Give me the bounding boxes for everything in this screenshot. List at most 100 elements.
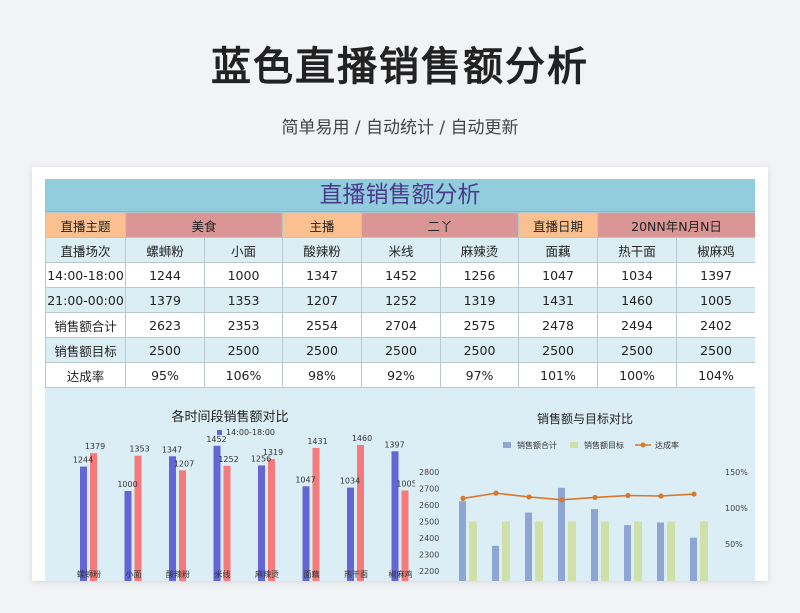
table-row: 14:00-18:00 1244 1000 1347 1452 1256 104… [45, 262, 755, 288]
data-label: 1347 [162, 445, 182, 454]
table-cell[interactable]: 1319 [440, 287, 520, 313]
table-cell[interactable]: 2500 [125, 337, 205, 363]
line-point [493, 490, 499, 496]
table-cell[interactable]: 2500 [203, 337, 284, 363]
data-label: 1244 [73, 456, 93, 465]
tick-label: 椒麻鸡 [389, 569, 413, 579]
bar [624, 525, 631, 581]
host-label: 主播 [282, 212, 363, 238]
table-cell[interactable]: 1244 [125, 262, 205, 288]
table-cell[interactable]: 2500 [518, 337, 599, 363]
bar [657, 522, 664, 581]
tick-label: 2300 [419, 551, 439, 560]
column-header: 酸辣粉 [282, 237, 363, 263]
data-label: 1452 [206, 435, 226, 444]
tick-label: 50% [725, 540, 743, 549]
line-point [559, 497, 565, 503]
table-cell[interactable]: 98% [282, 362, 363, 388]
table-cell[interactable]: 1347 [282, 262, 363, 288]
table-cell[interactable]: 1000 [203, 262, 284, 288]
table-cell[interactable]: 2478 [518, 312, 599, 338]
data-label: 1000 [117, 480, 137, 489]
table-cell[interactable]: 1207 [282, 287, 363, 313]
bar [601, 521, 609, 581]
tick-label: 100% [725, 504, 748, 513]
table-cell[interactable]: 1252 [361, 287, 442, 313]
bar [568, 521, 576, 581]
data-label: 1431 [307, 437, 327, 446]
data-label: 1252 [218, 455, 238, 464]
table-cell[interactable]: 1452 [361, 262, 442, 288]
line-point [658, 493, 664, 499]
bar [268, 459, 275, 581]
data-label: 1207 [174, 459, 194, 468]
bar [213, 445, 221, 581]
table-cell[interactable]: 2575 [440, 312, 520, 338]
bar [558, 487, 565, 581]
table-cell[interactable]: 1034 [597, 262, 678, 288]
legend-marker [640, 442, 646, 448]
bar [667, 521, 675, 581]
table-cell[interactable]: 92% [361, 362, 442, 388]
table-row: 销售额合计 2623 2353 2554 2704 2575 2478 2494… [45, 312, 755, 338]
data-label: 1047 [295, 475, 315, 484]
data-label: 1379 [85, 442, 105, 451]
table-cell[interactable]: 2494 [597, 312, 678, 338]
table-cell[interactable]: 100% [597, 362, 678, 388]
line-point [625, 492, 631, 499]
table-row: 达成率 95% 106% 98% 92% 97% 101% 100% 104% [45, 362, 755, 388]
legend-label: 销售额合计 [517, 440, 557, 450]
page-subtitle: 简单易用 / 自动统计 / 自动更新 [281, 118, 519, 138]
chart-title: 各时间段销售额对比 [171, 409, 288, 425]
table-cell[interactable]: 2500 [361, 337, 442, 363]
time-slot-bar-chart[interactable]: 各时间段销售额对比 14:00-18:00 1244 1379 螺蛳粉 1000 1353 小… [45, 401, 415, 581]
table-cell[interactable]: 1353 [203, 287, 284, 313]
table-cell[interactable]: 1460 [597, 287, 678, 313]
date-value[interactable]: 20NN年N月N日 [597, 212, 755, 238]
tick-label: 面藕 [304, 569, 320, 579]
table-cell[interactable]: 1379 [125, 287, 205, 313]
table-cell[interactable]: 2402 [676, 312, 755, 338]
theme-value[interactable]: 美食 [124, 212, 284, 238]
spreadsheet-card: 直播销售额分析 直播主题 美食 主播 二丫 直播日期 20NN年N月N日 直播场… [32, 167, 768, 581]
column-header: 椒麻鸡 [676, 237, 755, 263]
table-cell[interactable]: 1005 [676, 287, 755, 313]
row-label: 销售额合计 [45, 312, 126, 338]
data-label: 1353 [129, 445, 149, 454]
column-header: 热干面 [597, 237, 678, 263]
legend-swatch [217, 430, 222, 435]
bar [80, 466, 87, 581]
bar [459, 501, 466, 581]
table-cell[interactable]: 101% [518, 362, 599, 388]
table-cell[interactable]: 1397 [676, 262, 755, 288]
charts-area: 各时间段销售额对比 14:00-18:00 1244 1379 螺蛳粉 1000 1353 小… [45, 401, 755, 581]
table-row: 21:00-00:00 1379 1353 1207 1252 1319 143… [45, 287, 755, 313]
table-cell[interactable]: 2500 [282, 337, 363, 363]
table-cell[interactable]: 2353 [203, 312, 284, 338]
tick-label: 螺蛳粉 [77, 569, 101, 579]
table-cell[interactable]: 2500 [676, 337, 755, 363]
host-value[interactable]: 二丫 [361, 212, 520, 238]
table-cell[interactable]: 104% [676, 362, 755, 388]
table-cell[interactable]: 97% [440, 362, 520, 388]
column-header: 麻辣烫 [440, 237, 520, 263]
table-cell[interactable]: 1256 [440, 262, 520, 288]
table-cell[interactable]: 106% [203, 362, 284, 388]
bar [700, 521, 708, 581]
table-cell[interactable]: 2623 [125, 312, 205, 338]
legend-swatch [570, 442, 578, 448]
data-label: 1460 [352, 434, 372, 443]
table-cell[interactable]: 95% [125, 362, 205, 388]
data-label: 1005 [396, 480, 415, 489]
table-cell[interactable]: 2704 [361, 312, 442, 338]
table-cell[interactable]: 1047 [518, 262, 599, 288]
table-cell[interactable]: 2554 [282, 312, 363, 338]
chart-title: 销售额与目标对比 [537, 411, 633, 426]
table-cell[interactable]: 1431 [518, 287, 599, 313]
table-cell[interactable]: 2500 [440, 337, 520, 363]
spreadsheet-area: 直播销售额分析 直播主题 美食 主播 二丫 直播日期 20NN年N月N日 直播场… [45, 179, 755, 581]
table-cell[interactable]: 2500 [597, 337, 678, 363]
bar [134, 455, 142, 581]
legend-label: 销售额目标 [584, 440, 624, 450]
